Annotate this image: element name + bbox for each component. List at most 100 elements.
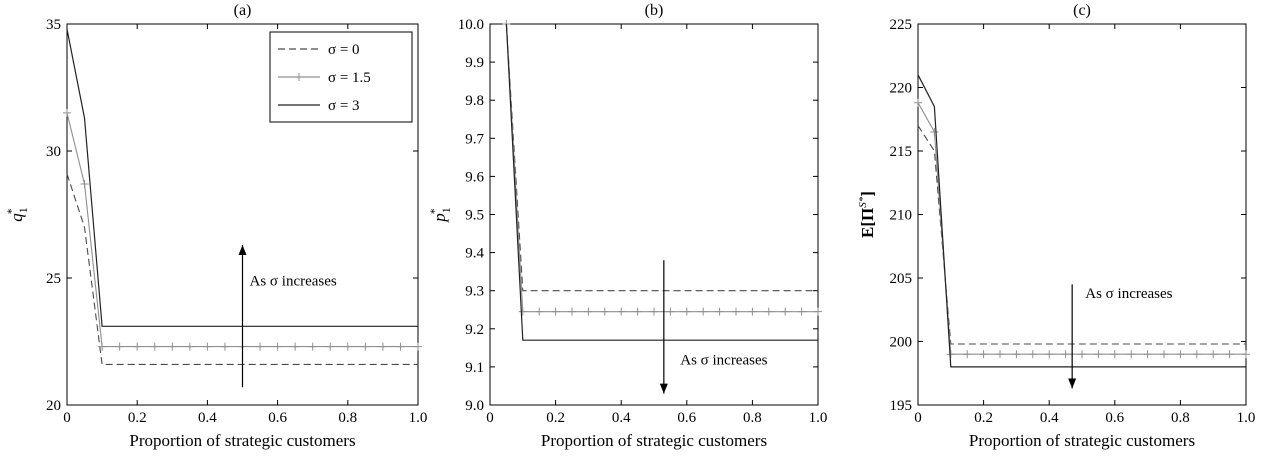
series-line-1 [66,173,418,365]
series-marker [378,342,387,351]
series-marker [732,307,740,316]
y-tick-label: 9.3 [465,284,484,300]
series-marker [781,307,790,316]
series-marker [133,342,142,351]
y-tick-label: 9.7 [465,131,484,147]
x-tick-label: 1.0 [1237,410,1256,426]
chart-panel-2: (b) 0 0.2 0.4 0.6 0.8 1.0 9.0 9.1 9.2 9.3 9.4 9.5 9.6… [427,2,827,450]
series-marker [518,307,527,316]
x-tick-label: 1.0 [809,410,828,426]
series-marker [1110,350,1119,359]
series-marker [682,307,691,316]
y-tick-label: 9.6 [465,169,484,185]
x-tick-label: 0 [914,410,922,426]
plot-frame [66,23,419,406]
x-axis-label: Proportion of strategic customers [129,431,355,450]
series-marker [80,180,89,189]
legend-entry: σ = 1.5 [328,70,371,86]
series-marker [291,342,300,351]
series-line-3 [917,74,1246,368]
series-marker [535,307,544,316]
x-tick-label: 0.6 [677,410,696,426]
series-marker [1078,350,1086,359]
y-axis-label: p1* [427,207,453,223]
panel-title: (a) [234,2,252,19]
series-marker [1127,350,1136,359]
series-marker [1094,350,1103,359]
legend-entry: σ = 0 [328,42,360,58]
series-marker [256,342,265,351]
series-marker [946,350,955,359]
series-marker [1242,350,1250,359]
series-marker [361,342,370,351]
x-tick-label: 0.8 [338,410,357,426]
annotation-text: As σ increases [250,274,337,290]
x-tick-label: 0.2 [546,410,565,426]
y-tick-label: 210 [890,208,913,224]
x-tick-label: 0 [486,410,494,426]
series-marker [568,307,576,316]
y-tick-label: 9.4 [465,246,484,262]
x-tick-label: 0.4 [612,410,631,426]
series-marker [1012,350,1021,359]
series-marker [273,342,282,351]
y-tick-label: 9.9 [465,55,484,71]
series-marker [617,307,626,316]
series-marker [168,342,177,351]
series-marker [650,307,658,316]
panel-title: (b) [645,2,664,19]
y-tick-label: 25 [46,271,61,287]
series-marker [996,350,1004,359]
y-tick-label: 215 [890,144,913,160]
annotation-text: As σ increases [1085,286,1172,302]
series-marker [633,307,642,316]
series-line-3 [505,23,818,341]
series-marker [600,307,609,316]
plot-frame [489,23,819,406]
x-tick-label: 0.8 [743,410,762,426]
series-marker [814,307,822,316]
x-tick-label: 0.8 [1171,410,1190,426]
x-tick-label: 0 [63,410,71,426]
y-tick-label: 225 [890,17,913,33]
x-axis-label: Proportion of strategic customers [541,431,767,450]
series-line-1 [505,23,818,292]
x-tick-label: 0.2 [974,410,993,426]
series-marker [1061,350,1070,359]
y-tick-label: 9.8 [465,93,484,109]
series-marker [326,342,335,351]
series-marker [1143,350,1152,359]
y-axis-label: E[ΠS*] [857,191,877,238]
series-marker [963,350,972,359]
y-axis-label: q1* [4,207,30,222]
series-marker [203,342,212,351]
series-marker [115,342,124,351]
panel-title: (c) [1073,2,1091,19]
series-marker [308,342,317,351]
legend-marker [295,73,303,81]
y-tick-label: 9.0 [465,398,484,414]
series-marker [1192,350,1201,359]
series-line-1 [917,125,1246,345]
series-marker [764,307,773,316]
series-marker [1045,350,1054,359]
y-tick-label: 195 [890,398,913,414]
y-tick-label: 35 [46,17,61,33]
series-marker [748,307,757,316]
series-marker [584,307,593,316]
series-marker [396,342,405,351]
series-marker [914,98,922,107]
series-line-3 [66,28,418,327]
x-tick-label: 0.4 [1040,410,1059,426]
series-marker [715,307,724,316]
chart-panel-1: (a) 0 0.2 0.4 0.6 0.8 1.0 20 25 30 35 Proportion of… [4,2,427,450]
series-line-2 [505,23,818,313]
series-marker [220,342,229,351]
x-tick-label: 0.6 [1105,410,1124,426]
y-tick-label: 10.0 [458,17,484,33]
x-tick-label: 0.4 [198,410,217,426]
y-tick-label: 20 [46,398,61,414]
legend-entry: σ = 3 [328,98,360,114]
series-marker [1160,350,1168,359]
